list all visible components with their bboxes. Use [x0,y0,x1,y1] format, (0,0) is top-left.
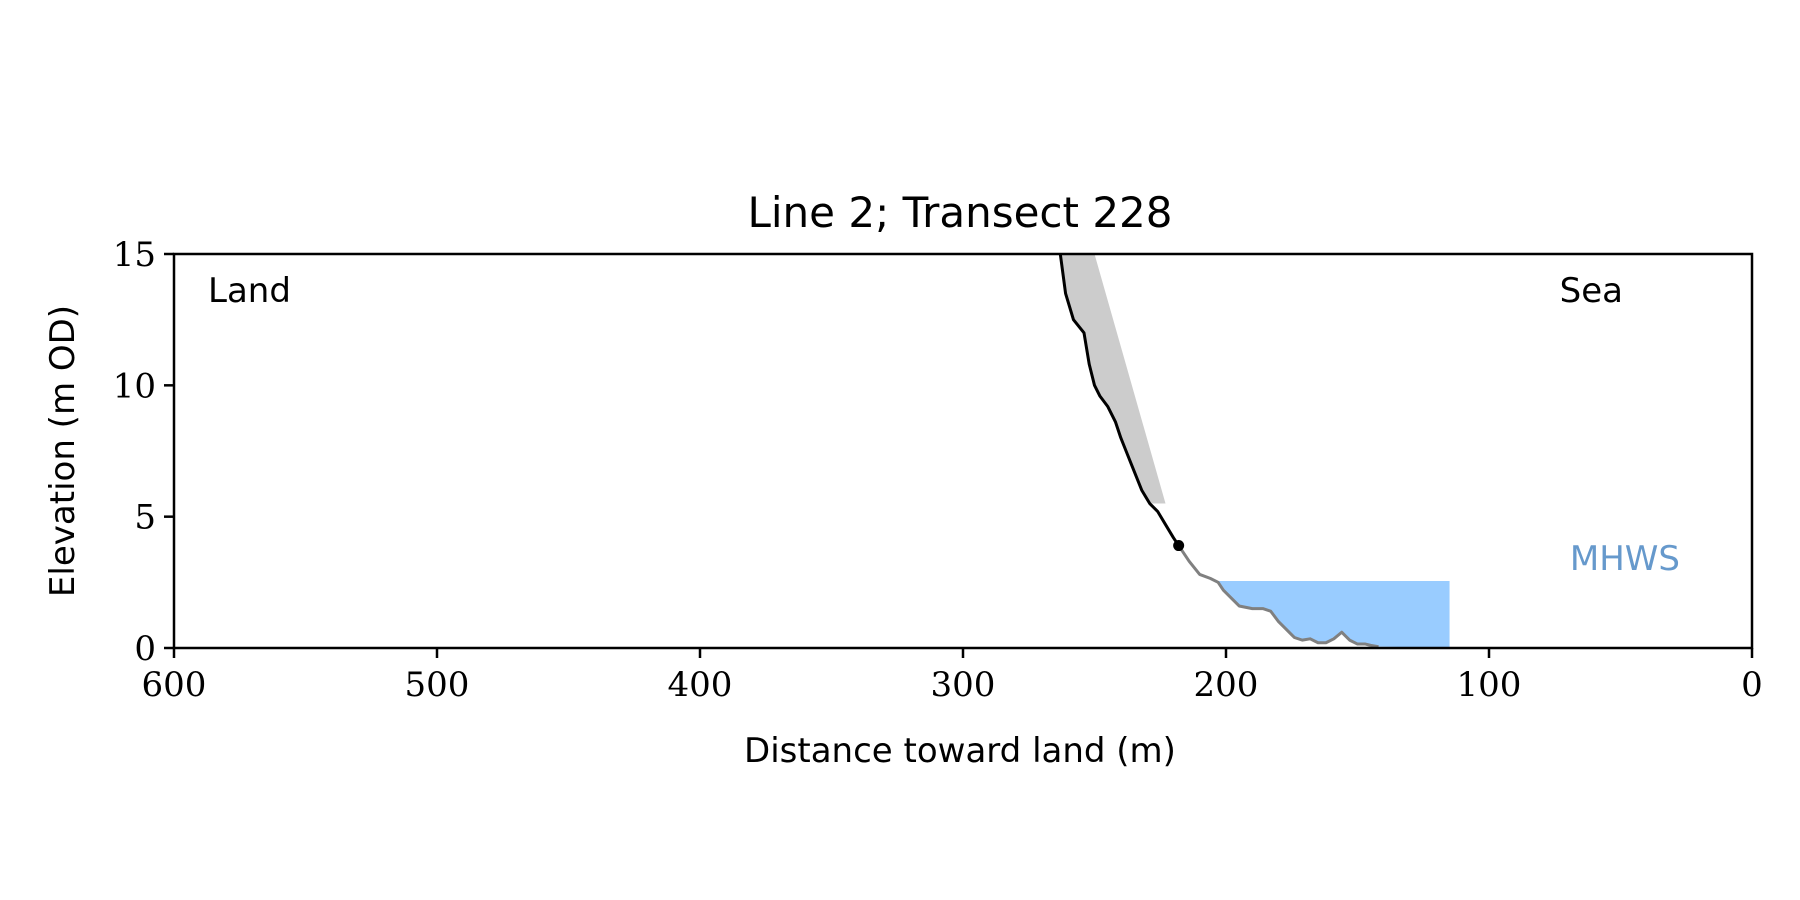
plot-area [1058,253,1450,649]
x-tick-label: 400 [668,665,733,705]
y-axis-label: Elevation (m OD) [43,305,83,597]
y-tick-label: 10 [113,366,156,406]
mhws-label: MHWS [1570,539,1680,579]
y-tick-label: 0 [134,629,156,669]
x-axis-label: Distance toward land (m) [744,731,1176,771]
cliff-toe-point [1173,540,1185,552]
x-tick-label: 500 [405,665,470,705]
axis-ticks: 600 500 400 300 200 100 0 0 5 10 15 [113,235,1763,705]
land-label: Land [208,271,291,311]
mhws-water-area [1218,581,1450,648]
x-tick-label: 100 [1457,665,1522,705]
beach-profile-line [1177,544,1379,649]
y-tick-label: 15 [113,235,156,275]
y-tick-label: 5 [134,498,156,538]
x-tick-label: 0 [1741,665,1763,705]
cliff-profile-line [1058,253,1180,547]
sea-label: Sea [1560,271,1623,311]
chart-title: Line 2; Transect 228 [747,188,1172,237]
cliff-retreat-shading [1060,254,1166,504]
plot-frame [172,252,1754,650]
x-tick-label: 600 [142,665,207,705]
x-tick-label: 200 [1194,665,1259,705]
x-tick-label: 300 [931,665,996,705]
